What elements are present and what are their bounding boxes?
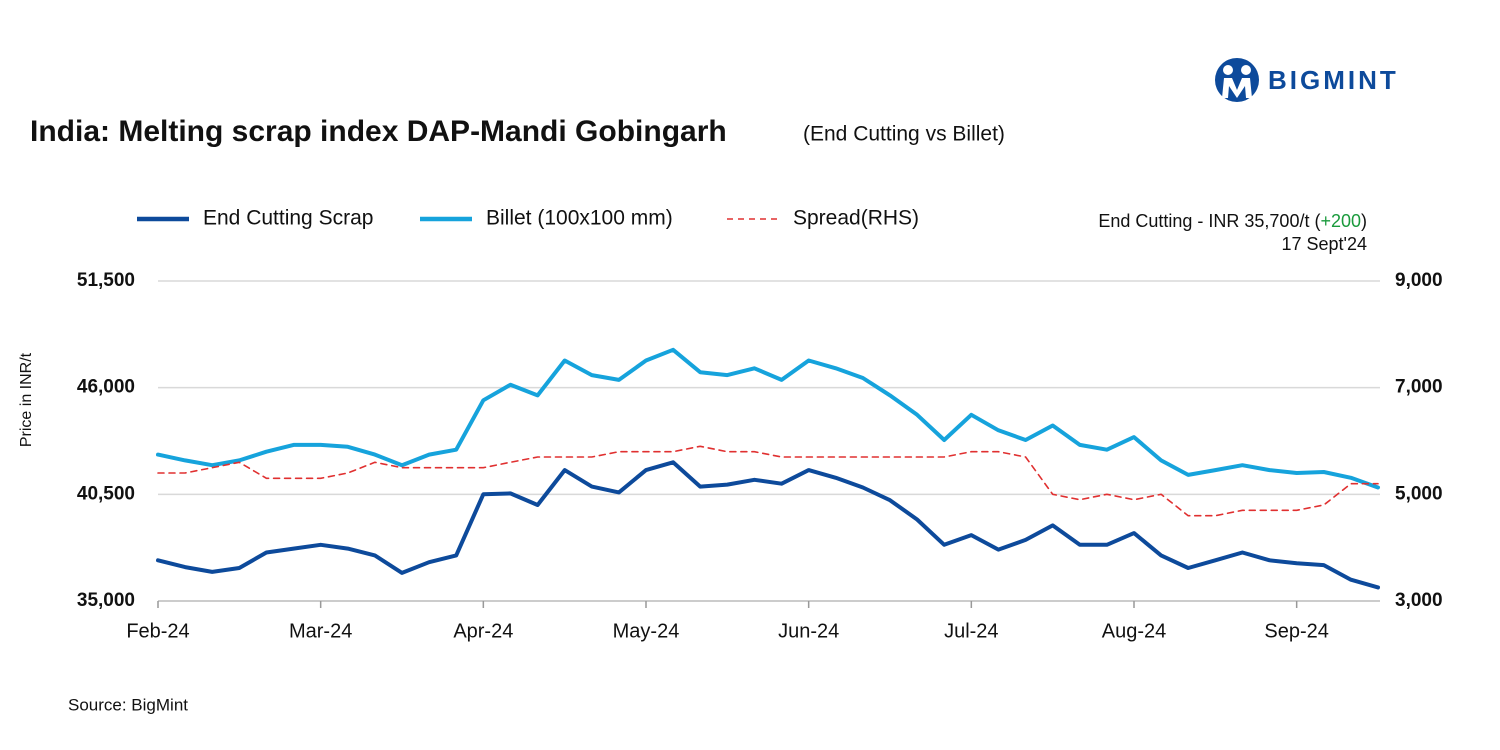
y-axis-label: Price in INR/t xyxy=(18,352,35,447)
series-line xyxy=(156,460,1380,590)
x-tick-label: Sep-24 xyxy=(1264,620,1329,642)
annotation-date: 17 Sept'24 xyxy=(1281,234,1367,254)
x-tick-label: Apr-24 xyxy=(453,620,513,642)
y2-tick-label: 7,000 xyxy=(1395,377,1443,398)
y-tick-label: 46,000 xyxy=(77,377,135,398)
y2-tick-label: 3,000 xyxy=(1395,590,1443,611)
x-tick-label: Mar-24 xyxy=(289,620,352,642)
logo-icon xyxy=(1241,65,1251,75)
x-tick-label: May-24 xyxy=(613,620,680,642)
logo-icon xyxy=(1223,65,1233,75)
series-line xyxy=(156,347,1380,490)
legend-label: End Cutting Scrap xyxy=(203,207,373,230)
annotation-text: ) xyxy=(1361,211,1367,231)
y2-tick-label: 9,000 xyxy=(1395,270,1443,291)
x-tick-label: Aug-24 xyxy=(1102,620,1167,642)
y-tick-label: 35,000 xyxy=(77,590,135,611)
chart-title: India: Melting scrap index DAP-Mandi Gob… xyxy=(30,115,727,148)
legend-label: Spread(RHS) xyxy=(793,207,919,230)
annotation-change: +200 xyxy=(1320,211,1361,231)
logo-icon xyxy=(1222,78,1252,98)
y2-tick-label: 5,000 xyxy=(1395,483,1443,504)
y-tick-label: 51,500 xyxy=(77,270,135,291)
x-tick-label: Feb-24 xyxy=(126,620,189,642)
x-tick-label: Jul-24 xyxy=(944,620,998,642)
annotation-text: End Cutting - INR 35,700/t ( xyxy=(1098,211,1320,231)
series-line xyxy=(157,445,1379,517)
y-tick-label: 40,500 xyxy=(77,483,135,504)
legend-label: Billet (100x100 mm) xyxy=(486,207,673,230)
chart-subtitle: (End Cutting vs Billet) xyxy=(803,123,1005,146)
source: Source: BigMint xyxy=(68,695,188,714)
annotation: End Cutting - INR 35,700/t (+200) xyxy=(1098,211,1367,231)
x-tick-label: Jun-24 xyxy=(778,620,839,642)
brand: BIGMINT xyxy=(1268,65,1399,95)
